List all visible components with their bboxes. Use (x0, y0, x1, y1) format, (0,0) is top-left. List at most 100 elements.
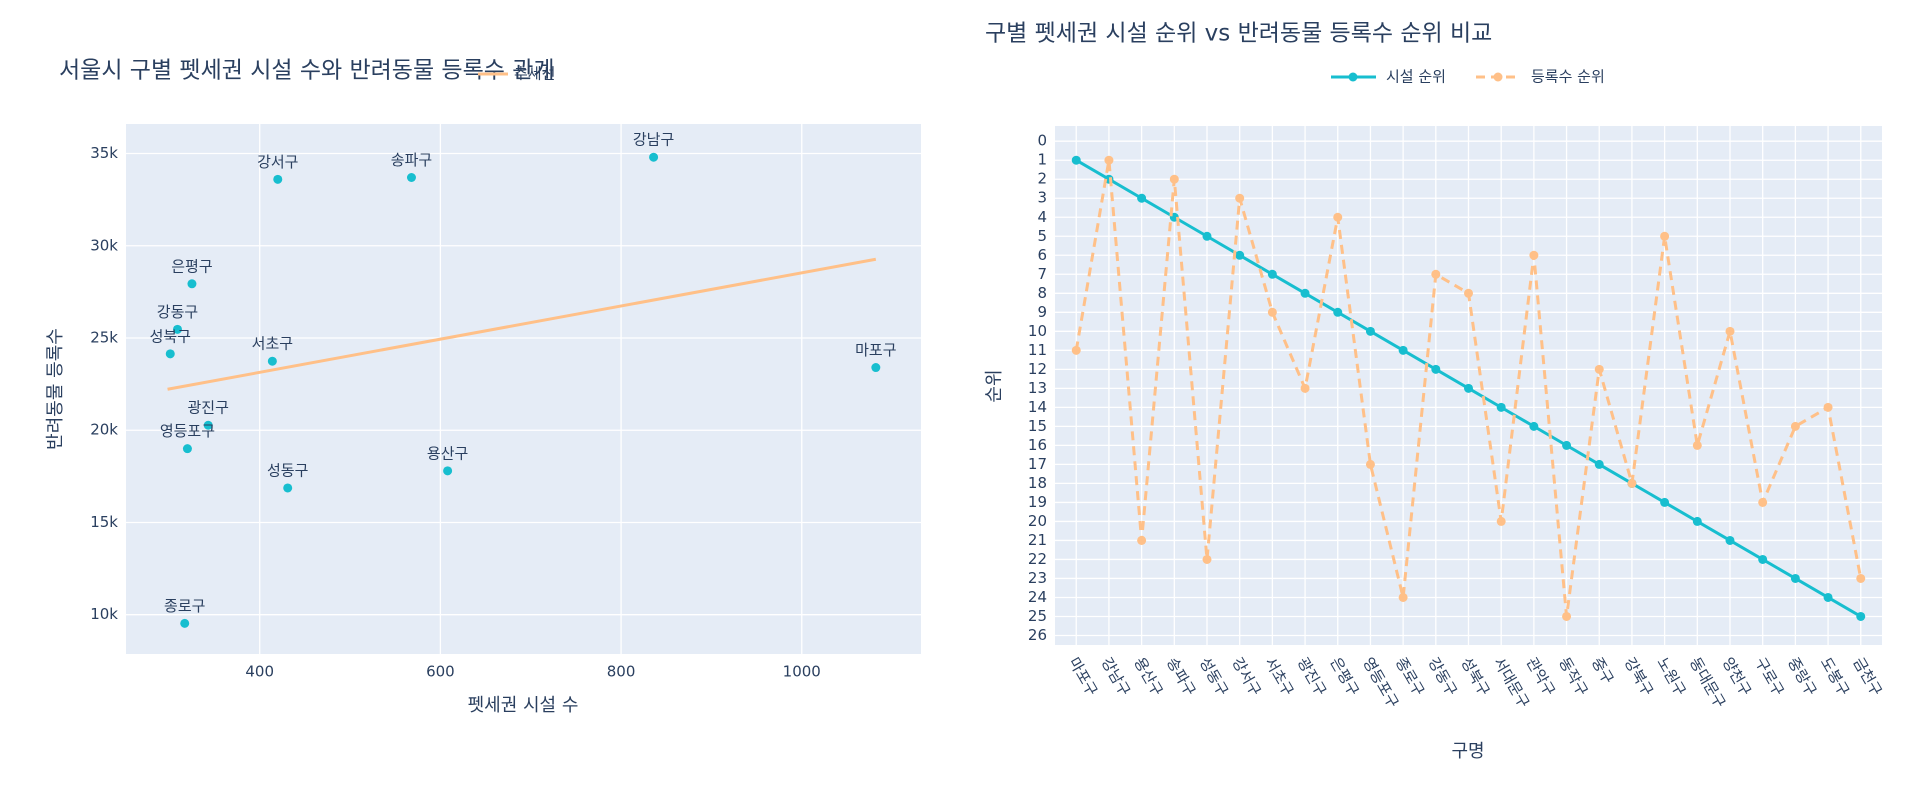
point (1300, 288, 1310, 298)
y-tick-label: 15 (1028, 417, 1047, 435)
x-tick-label: 마포구 (1065, 654, 1101, 699)
x-axis-title: 펫세권 시설 수 (468, 695, 579, 716)
point (283, 483, 293, 493)
point (1627, 478, 1637, 488)
trendline (167, 257, 877, 391)
x-tick-label: 강북구 (1621, 654, 1657, 699)
y-tick-label: 9 (1037, 303, 1047, 321)
x-tick-label: 강동구 (1424, 654, 1460, 699)
x-tick-label: 금천구 (1849, 654, 1885, 699)
chart-title: 구별 펫세권 시설 순위 vs 반려동물 등록수 순위 비교 (985, 21, 1492, 47)
y-tick-label: 25k (90, 328, 118, 346)
point (203, 420, 213, 430)
y-tick-label: 2 (1037, 170, 1047, 188)
point (1235, 193, 1245, 203)
y-tick-label: 12 (1028, 360, 1047, 378)
x-tick-label: 강남구 (1098, 654, 1134, 699)
y-tick-label: 23 (1028, 569, 1047, 587)
legend-marker (1493, 72, 1503, 82)
y-tick-label: 30k (90, 236, 118, 254)
y-tick-label: 18 (1028, 474, 1047, 492)
point (1758, 497, 1768, 507)
x-tick-label: 성동구 (1196, 654, 1232, 699)
point-label: 용산구 (427, 444, 468, 462)
legend-marker (1348, 72, 1358, 82)
point-label: 송파구 (391, 151, 432, 169)
x-tick-label: 도봉구 (1817, 654, 1853, 699)
y-tick-label: 4 (1037, 208, 1047, 226)
point (1235, 250, 1245, 260)
y-axis-title: 반려동물 등록수 (45, 328, 66, 450)
x-axis-title: 구명 (1451, 741, 1484, 762)
point (172, 324, 182, 334)
y-tick-label: 10k (90, 605, 118, 623)
point (1431, 364, 1441, 374)
x-tick-label: 1000 (783, 663, 821, 681)
y-tick-label: 17 (1028, 455, 1047, 473)
plot-background (126, 124, 921, 654)
point (182, 444, 192, 454)
point (267, 356, 277, 366)
point (1169, 174, 1179, 184)
point (1529, 250, 1539, 260)
y-tick-label: 19 (1028, 493, 1047, 511)
point-label: 영등포구 (160, 422, 215, 440)
y-tick-label: 20k (90, 421, 118, 439)
point (1202, 554, 1212, 564)
x-tick-label: 중랑구 (1784, 654, 1820, 699)
y-tick-label: 7 (1037, 265, 1047, 283)
point (1267, 269, 1277, 279)
point (1790, 421, 1800, 431)
point (1496, 402, 1506, 412)
x-tick-label: 800 (607, 663, 636, 681)
x-tick-label: 강서구 (1228, 654, 1264, 699)
x-tick-label: 구로구 (1751, 654, 1787, 699)
x-tick-label: 400 (245, 663, 274, 681)
point (1529, 421, 1539, 431)
point (1660, 497, 1670, 507)
legend-label: 등록수 순위 (1531, 68, 1605, 86)
point (1594, 459, 1604, 469)
x-tick-label: 용산구 (1130, 654, 1166, 699)
legend-label: 추세선 (514, 65, 555, 83)
point (1137, 535, 1147, 545)
point-label: 은평구 (171, 257, 212, 275)
point (1398, 345, 1408, 355)
point-label: 광진구 (188, 399, 229, 417)
x-tick-label: 은평구 (1326, 654, 1362, 699)
point (273, 174, 283, 184)
y-tick-label: 10 (1028, 322, 1047, 340)
point (1071, 155, 1081, 165)
point (1431, 269, 1441, 279)
point (1660, 231, 1670, 241)
point (1823, 592, 1833, 602)
point (1856, 573, 1866, 583)
x-tick-label: 동작구 (1555, 654, 1591, 699)
y-tick-label: 15k (90, 513, 118, 531)
chart-title: 서울시 구별 펫세권 시설 수와 반려동물 등록수 관계 (59, 58, 555, 84)
point (1562, 611, 1572, 621)
point (1496, 516, 1506, 526)
y-tick-label: 13 (1028, 379, 1047, 397)
point (1333, 212, 1343, 222)
point (1300, 383, 1310, 393)
point-label: 강서구 (257, 153, 298, 171)
point (1464, 383, 1473, 393)
y-tick-label: 21 (1028, 531, 1047, 549)
y-tick-label: 22 (1028, 550, 1047, 568)
point (1725, 326, 1735, 336)
point (1856, 611, 1866, 621)
y-tick-label: 0 (1037, 132, 1047, 150)
point (649, 152, 659, 162)
point (1365, 459, 1375, 469)
y-tick-label: 26 (1028, 626, 1047, 644)
y-tick-label: 16 (1028, 436, 1047, 454)
x-tick-label: 광진구 (1294, 654, 1330, 699)
y-tick-label: 20 (1028, 512, 1047, 530)
point (406, 172, 416, 182)
point (1692, 516, 1702, 526)
point-label: 서초구 (252, 335, 293, 353)
x-tick-label: 성북구 (1457, 654, 1493, 699)
y-tick-label: 6 (1037, 246, 1047, 264)
